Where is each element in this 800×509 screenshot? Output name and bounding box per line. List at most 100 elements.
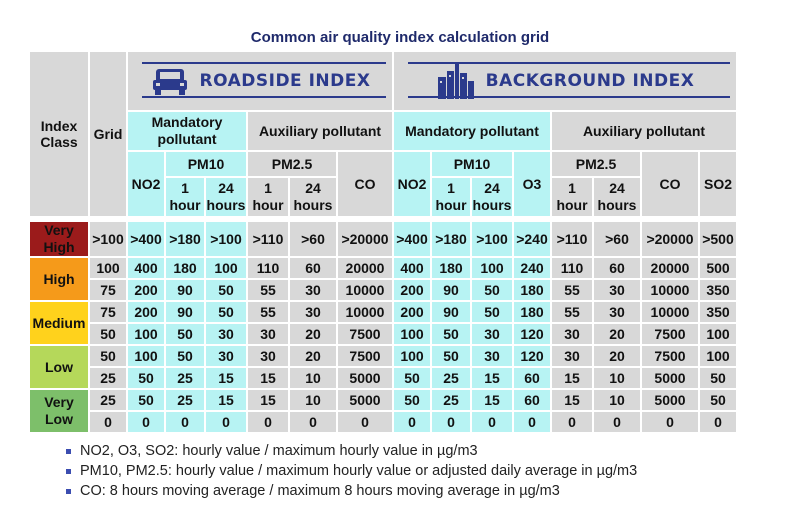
value-cell: 110 xyxy=(248,258,288,278)
roadside-no2-header: NO2 xyxy=(128,152,164,216)
value-cell: 7500 xyxy=(338,346,392,366)
background-o3-header: O3 xyxy=(514,152,550,216)
value-cell: 50 xyxy=(128,368,164,388)
background-pm10-24h-header: 24 hours xyxy=(472,178,512,216)
background-no2-header: NO2 xyxy=(394,152,430,216)
value-cell: 180 xyxy=(514,302,550,322)
value-cell: 200 xyxy=(394,280,430,300)
value-cell: 50 xyxy=(700,368,736,388)
grid-header: Grid xyxy=(90,52,126,216)
value-cell: 90 xyxy=(166,280,204,300)
value-cell: 0 xyxy=(128,412,164,432)
value-cell: 100 xyxy=(206,258,246,278)
roadside-pm25-1h-header: 1 hour xyxy=(248,178,288,216)
grid-cell: 50 xyxy=(90,324,126,344)
value-cell: 60 xyxy=(514,390,550,410)
value-cell: 90 xyxy=(432,280,470,300)
value-cell: 50 xyxy=(206,302,246,322)
value-cell: 15 xyxy=(552,368,592,388)
value-cell: 180 xyxy=(432,258,470,278)
grid-cell: 25 xyxy=(90,390,126,410)
table-caption: Common air quality index calculation gri… xyxy=(250,29,550,46)
grid-cell: 75 xyxy=(90,280,126,300)
value-cell: 240 xyxy=(514,258,550,278)
background-mandatory-header: Mandatory pollutant xyxy=(394,112,550,150)
value-cell: 110 xyxy=(552,258,592,278)
value-cell: >180 xyxy=(166,222,204,256)
note-text: PM10, PM2.5: hourly value / maximum hour… xyxy=(80,463,638,479)
value-cell: 7500 xyxy=(642,324,698,344)
grid-cell: >100 xyxy=(90,222,126,256)
table-row: Very High >100 >400 >180 >100 >110 >60 >… xyxy=(30,222,736,256)
value-cell: 55 xyxy=(248,302,288,322)
value-cell: >100 xyxy=(206,222,246,256)
value-cell: 0 xyxy=(394,412,430,432)
value-cell: 20000 xyxy=(338,258,392,278)
bullet-icon xyxy=(66,489,71,494)
value-cell: 15 xyxy=(248,390,288,410)
roadside-auxiliary-header: Auxiliary pollutant xyxy=(248,112,392,150)
value-cell: 0 xyxy=(552,412,592,432)
value-cell: 0 xyxy=(594,412,640,432)
value-cell: 60 xyxy=(594,258,640,278)
value-cell: 400 xyxy=(128,258,164,278)
value-cell: 120 xyxy=(514,324,550,344)
background-pm10-1h-header: 1 hour xyxy=(432,178,470,216)
value-cell: 350 xyxy=(700,280,736,300)
value-cell: 15 xyxy=(472,390,512,410)
note-text: NO2, O3, SO2: hourly value / maximum hou… xyxy=(80,443,478,459)
value-cell: 30 xyxy=(290,302,336,322)
table-row: 25 50 25 15 15 10 5000 50 25 15 60 15 10… xyxy=(30,368,736,388)
value-cell: 10000 xyxy=(642,302,698,322)
background-so2-header: SO2 xyxy=(700,152,736,216)
value-cell: 200 xyxy=(128,302,164,322)
list-item: CO: 8 hours moving average / maximum 8 h… xyxy=(66,481,637,501)
value-cell: 30 xyxy=(552,346,592,366)
value-cell: 180 xyxy=(166,258,204,278)
value-cell: 50 xyxy=(206,280,246,300)
background-co-header: CO xyxy=(642,152,698,216)
value-cell: 10 xyxy=(290,390,336,410)
list-item: PM10, PM2.5: hourly value / maximum hour… xyxy=(66,461,637,481)
value-cell: 200 xyxy=(128,280,164,300)
background-pm25-header: PM2.5 xyxy=(552,152,640,176)
index-class-header: Index Class xyxy=(30,52,88,216)
value-cell: 10 xyxy=(594,390,640,410)
list-item: NO2, O3, SO2: hourly value / maximum hou… xyxy=(66,441,637,461)
value-cell: 15 xyxy=(552,390,592,410)
air-quality-grid-table: Index Class Grid ROADSIDE INDEX xyxy=(28,50,738,434)
value-cell: 30 xyxy=(594,280,640,300)
roadside-index-label: ROADSIDE INDEX xyxy=(199,70,371,91)
value-cell: 7500 xyxy=(642,346,698,366)
value-cell: 0 xyxy=(166,412,204,432)
value-cell: 15 xyxy=(248,368,288,388)
class-high: High xyxy=(30,258,88,300)
value-cell: 5000 xyxy=(338,390,392,410)
table-row: 75 200 90 50 55 30 10000 200 90 50 180 5… xyxy=(30,280,736,300)
value-cell: 55 xyxy=(552,302,592,322)
value-cell: 25 xyxy=(432,390,470,410)
value-cell: 30 xyxy=(206,346,246,366)
value-cell: 0 xyxy=(290,412,336,432)
value-cell: 0 xyxy=(432,412,470,432)
value-cell: 50 xyxy=(394,368,430,388)
value-cell: >110 xyxy=(552,222,592,256)
value-cell: 20 xyxy=(290,346,336,366)
car-icon xyxy=(152,69,187,95)
value-cell: 0 xyxy=(642,412,698,432)
value-cell: 20 xyxy=(594,324,640,344)
value-cell: 50 xyxy=(166,346,204,366)
value-cell: 15 xyxy=(206,390,246,410)
value-cell: 15 xyxy=(472,368,512,388)
value-cell: >60 xyxy=(290,222,336,256)
roadside-pm10-1h-header: 1 hour xyxy=(166,178,204,216)
value-cell: 100 xyxy=(394,324,430,344)
value-cell: 30 xyxy=(248,346,288,366)
grid-cell: 25 xyxy=(90,368,126,388)
value-cell: 30 xyxy=(472,346,512,366)
value-cell: 50 xyxy=(472,280,512,300)
value-cell: >240 xyxy=(514,222,550,256)
value-cell: 100 xyxy=(128,324,164,344)
value-cell: 100 xyxy=(394,346,430,366)
roadside-pm25-24h-header: 24 hours xyxy=(290,178,336,216)
